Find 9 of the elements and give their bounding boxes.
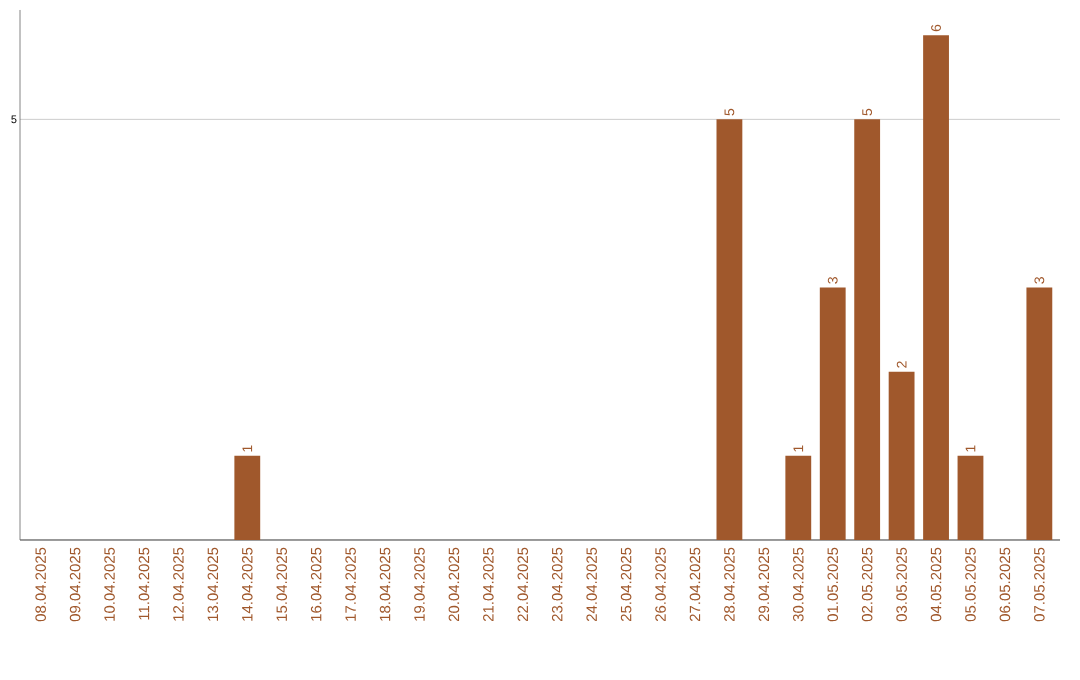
bar [888, 371, 915, 540]
bar [957, 455, 984, 540]
bar [854, 119, 881, 540]
bar [1026, 287, 1053, 540]
bar [819, 287, 846, 540]
bar [923, 35, 949, 540]
bar [716, 119, 743, 540]
bar [234, 455, 261, 540]
bar [785, 455, 812, 540]
